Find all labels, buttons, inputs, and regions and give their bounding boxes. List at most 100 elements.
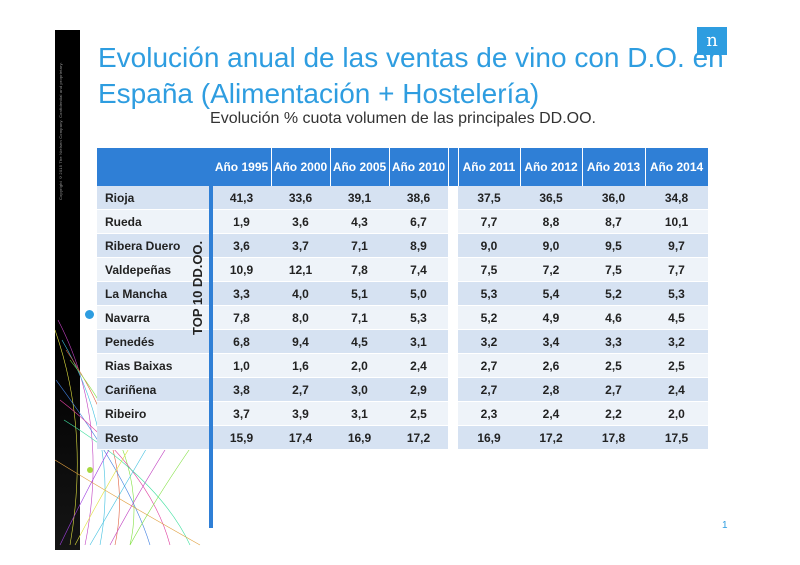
table-cell: 8,7 xyxy=(582,209,645,234)
table-cell: 17,2 xyxy=(389,425,448,450)
table-cell: 17,2 xyxy=(520,425,582,450)
column-gap xyxy=(448,305,458,330)
slide-title: Evolución anual de las ventas de vino co… xyxy=(98,42,724,109)
table-cell: 7,8 xyxy=(330,257,389,282)
column-gap xyxy=(448,377,458,402)
table-cell: 15,9 xyxy=(212,425,271,450)
column-header: Año 2012 xyxy=(520,148,583,186)
table-cell: 9,0 xyxy=(458,233,520,258)
slide-subtitle: Evolución % cuota volumen de las princip… xyxy=(210,110,596,127)
table-cell: 5,3 xyxy=(645,281,708,306)
column-gap xyxy=(448,186,458,210)
table-cell: 37,5 xyxy=(458,186,520,210)
table-cell: 5,2 xyxy=(458,305,520,330)
table-cell: 7,8 xyxy=(212,305,271,330)
table-cell: 17,5 xyxy=(645,425,708,450)
table-cell: 1,6 xyxy=(271,353,330,378)
table-cell: 7,5 xyxy=(458,257,520,282)
table-cell: 2,6 xyxy=(520,353,582,378)
row-label: Resto xyxy=(97,425,212,450)
table-cell: 7,1 xyxy=(330,233,389,258)
table-cell: 2,3 xyxy=(458,401,520,426)
table-cell: 34,8 xyxy=(645,186,708,210)
table-row: Resto 15,9 17,4 16,9 17,2 16,9 17,2 17,8 17,5 xyxy=(97,425,708,450)
table-row: Valdepeñas 10,9 12,1 7,8 7,4 7,5 7,2 7,5 7,7 xyxy=(97,257,708,282)
table-cell: 3,4 xyxy=(520,329,582,354)
table-cell: 3,6 xyxy=(271,209,330,234)
table-cell: 7,2 xyxy=(520,257,582,282)
table-cell: 33,6 xyxy=(271,186,330,210)
table-cell: 12,1 xyxy=(271,257,330,282)
column-header: Año 2011 xyxy=(458,148,521,186)
row-label: Ribera Duero xyxy=(97,233,212,258)
table-cell: 4,5 xyxy=(645,305,708,330)
nielsen-logo: n xyxy=(697,27,727,55)
row-label: Navarra xyxy=(97,305,212,330)
row-label: Valdepeñas xyxy=(97,257,212,282)
row-label: Rias Baixas xyxy=(97,353,212,378)
table-row: Penedés 6,8 9,4 4,5 3,1 3,2 3,4 3,3 3,2 xyxy=(97,329,708,354)
table-cell: 17,8 xyxy=(582,425,645,450)
decorative-dot xyxy=(85,310,94,319)
table-cell: 1,9 xyxy=(212,209,271,234)
table-cell: 2,5 xyxy=(645,353,708,378)
column-header: Año 2005 xyxy=(330,148,390,186)
table-header-row: Año 1995 Año 2000 Año 2005 Año 2010 Año … xyxy=(97,148,709,186)
table-cell: 5,0 xyxy=(389,281,448,306)
table-cell: 4,3 xyxy=(330,209,389,234)
table-cell: 16,9 xyxy=(330,425,389,450)
column-gap xyxy=(448,209,458,234)
table-cell: 36,5 xyxy=(520,186,582,210)
table-cell: 2,4 xyxy=(520,401,582,426)
table-cell: 4,5 xyxy=(330,329,389,354)
table-cell: 9,7 xyxy=(645,233,708,258)
table-cell: 3,7 xyxy=(212,401,271,426)
table-cell: 3,7 xyxy=(271,233,330,258)
column-header: Año 2013 xyxy=(582,148,646,186)
table-cell: 8,8 xyxy=(520,209,582,234)
table-cell: 36,0 xyxy=(582,186,645,210)
table-cell: 2,7 xyxy=(271,377,330,402)
table-cell: 7,1 xyxy=(330,305,389,330)
column-gap xyxy=(448,425,458,450)
vertical-accent-bar xyxy=(209,148,213,528)
table-cell: 2,7 xyxy=(458,353,520,378)
table-cell: 6,8 xyxy=(212,329,271,354)
market-share-table: Año 1995 Año 2000 Año 2005 Año 2010 Año … xyxy=(97,148,709,450)
table-cell: 3,6 xyxy=(212,233,271,258)
table-row: Rioja 41,3 33,6 39,1 38,6 37,5 36,5 36,0 34,8 xyxy=(97,186,708,210)
table-cell: 2,2 xyxy=(582,401,645,426)
column-header: Año 2000 xyxy=(271,148,331,186)
table-row: Rueda 1,9 3,6 4,3 6,7 7,7 8,8 8,7 10,1 xyxy=(97,209,708,234)
table-cell: 6,7 xyxy=(389,209,448,234)
table-cell: 2,5 xyxy=(582,353,645,378)
table-cell: 3,1 xyxy=(389,329,448,354)
table-cell: 2,0 xyxy=(330,353,389,378)
table-row: Ribera Duero 3,6 3,7 7,1 8,9 9,0 9,0 9,5 9,7 xyxy=(97,233,708,258)
table-cell: 3,1 xyxy=(330,401,389,426)
table-cell: 5,3 xyxy=(458,281,520,306)
table-cell: 4,0 xyxy=(271,281,330,306)
table-cell: 3,0 xyxy=(330,377,389,402)
table-cell: 3,3 xyxy=(582,329,645,354)
table-cell: 5,1 xyxy=(330,281,389,306)
table-cell: 2,7 xyxy=(582,377,645,402)
table-row: Ribeiro 3,7 3,9 3,1 2,5 2,3 2,4 2,2 2,0 xyxy=(97,401,708,426)
table-cell: 39,1 xyxy=(330,186,389,210)
table-cell: 7,4 xyxy=(389,257,448,282)
table-cell: 2,4 xyxy=(389,353,448,378)
table-cell: 38,6 xyxy=(389,186,448,210)
row-label: Penedés xyxy=(97,329,212,354)
row-label: Cariñena xyxy=(97,377,212,402)
table-cell: 10,9 xyxy=(212,257,271,282)
table-cell: 3,8 xyxy=(212,377,271,402)
table-cell: 2,5 xyxy=(389,401,448,426)
table-cell: 17,4 xyxy=(271,425,330,450)
column-gap xyxy=(448,329,458,354)
table-cell: 10,1 xyxy=(645,209,708,234)
table-cell: 8,0 xyxy=(271,305,330,330)
table-cell: 9,0 xyxy=(520,233,582,258)
column-gap xyxy=(448,233,458,258)
table-cell: 3,3 xyxy=(212,281,271,306)
table-cell: 4,6 xyxy=(582,305,645,330)
